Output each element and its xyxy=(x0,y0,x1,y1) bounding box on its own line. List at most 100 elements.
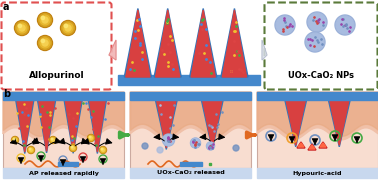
FancyBboxPatch shape xyxy=(2,3,112,89)
Polygon shape xyxy=(285,100,307,147)
Polygon shape xyxy=(257,92,378,140)
Circle shape xyxy=(11,136,19,143)
Circle shape xyxy=(60,21,76,35)
Circle shape xyxy=(70,145,76,152)
Text: AP released rapidly: AP released rapidly xyxy=(29,170,98,175)
Polygon shape xyxy=(130,92,251,140)
Polygon shape xyxy=(191,10,215,77)
Circle shape xyxy=(89,136,93,140)
Polygon shape xyxy=(201,100,223,149)
Circle shape xyxy=(99,147,107,154)
FancyBboxPatch shape xyxy=(118,75,260,85)
Circle shape xyxy=(28,147,34,154)
FancyBboxPatch shape xyxy=(265,3,378,89)
Circle shape xyxy=(28,147,34,153)
Circle shape xyxy=(308,13,326,31)
Circle shape xyxy=(13,138,17,142)
Circle shape xyxy=(50,137,56,143)
Circle shape xyxy=(62,22,74,34)
Circle shape xyxy=(41,16,45,20)
Polygon shape xyxy=(16,100,34,154)
Circle shape xyxy=(37,12,53,28)
Polygon shape xyxy=(190,8,217,77)
Circle shape xyxy=(87,134,94,141)
Polygon shape xyxy=(109,40,116,60)
Circle shape xyxy=(50,136,56,143)
Polygon shape xyxy=(124,8,152,77)
Polygon shape xyxy=(65,100,81,152)
Text: a: a xyxy=(3,2,9,12)
Circle shape xyxy=(39,37,51,49)
Circle shape xyxy=(88,135,94,141)
Circle shape xyxy=(90,137,92,139)
Circle shape xyxy=(191,138,200,148)
Circle shape xyxy=(65,25,71,31)
Circle shape xyxy=(17,23,27,33)
Polygon shape xyxy=(330,100,349,145)
Polygon shape xyxy=(297,142,305,148)
FancyBboxPatch shape xyxy=(3,168,124,178)
FancyBboxPatch shape xyxy=(257,92,378,168)
Circle shape xyxy=(14,21,29,35)
Circle shape xyxy=(41,39,45,42)
Polygon shape xyxy=(309,145,315,149)
Circle shape xyxy=(142,143,148,149)
FancyBboxPatch shape xyxy=(180,162,202,166)
Circle shape xyxy=(29,148,31,150)
Circle shape xyxy=(71,146,75,150)
Circle shape xyxy=(29,148,33,152)
Polygon shape xyxy=(319,142,327,148)
Circle shape xyxy=(40,15,50,25)
Circle shape xyxy=(206,142,214,150)
Polygon shape xyxy=(64,100,82,153)
Circle shape xyxy=(163,134,175,146)
Circle shape xyxy=(70,145,76,151)
Polygon shape xyxy=(126,10,150,77)
FancyBboxPatch shape xyxy=(130,168,251,178)
FancyBboxPatch shape xyxy=(3,92,124,168)
Polygon shape xyxy=(39,100,54,151)
Polygon shape xyxy=(308,144,316,150)
Text: Hypouric-acid: Hypouric-acid xyxy=(293,170,342,175)
Polygon shape xyxy=(155,100,177,149)
Circle shape xyxy=(51,138,53,140)
Circle shape xyxy=(276,16,294,34)
Circle shape xyxy=(307,12,327,32)
Polygon shape xyxy=(298,143,304,147)
Circle shape xyxy=(42,40,48,46)
Circle shape xyxy=(100,147,106,153)
Polygon shape xyxy=(320,143,326,147)
Polygon shape xyxy=(88,100,107,154)
FancyBboxPatch shape xyxy=(257,168,378,178)
Circle shape xyxy=(18,24,22,28)
Polygon shape xyxy=(286,100,305,145)
Polygon shape xyxy=(328,100,350,147)
Circle shape xyxy=(52,139,54,141)
Circle shape xyxy=(29,149,33,151)
Text: UOx-CaO₂ NPs: UOx-CaO₂ NPs xyxy=(288,71,354,80)
Circle shape xyxy=(64,24,68,28)
Circle shape xyxy=(37,35,53,51)
FancyBboxPatch shape xyxy=(58,162,78,166)
Circle shape xyxy=(335,15,355,35)
Circle shape xyxy=(42,17,48,23)
Circle shape xyxy=(13,138,15,140)
Text: UOx-CaO₂ released: UOx-CaO₂ released xyxy=(156,170,225,175)
Polygon shape xyxy=(3,92,124,140)
Polygon shape xyxy=(156,10,180,77)
Polygon shape xyxy=(222,10,246,77)
Polygon shape xyxy=(154,8,181,77)
Circle shape xyxy=(102,149,104,151)
Text: Allopurinol: Allopurinol xyxy=(29,71,84,80)
Polygon shape xyxy=(262,40,267,60)
Circle shape xyxy=(71,147,74,149)
Circle shape xyxy=(275,15,295,35)
Circle shape xyxy=(101,148,103,150)
Circle shape xyxy=(19,25,25,31)
Polygon shape xyxy=(90,100,105,152)
Circle shape xyxy=(306,33,324,51)
Circle shape xyxy=(40,38,50,48)
Circle shape xyxy=(191,139,200,147)
Circle shape xyxy=(336,16,354,34)
Circle shape xyxy=(51,138,55,142)
